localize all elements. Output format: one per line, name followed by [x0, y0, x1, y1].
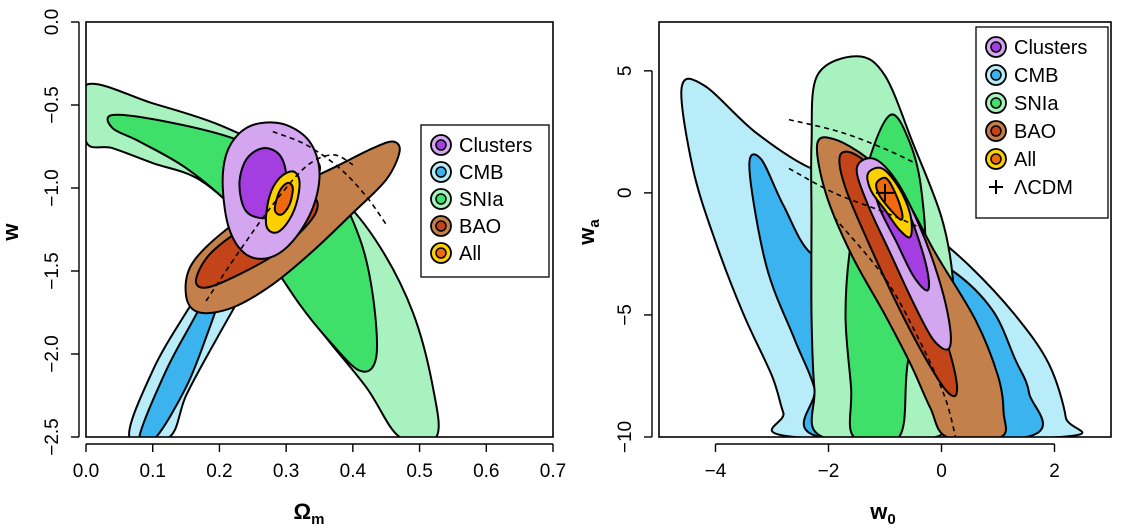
right-x-axis: −4 −2 0 2 [705, 443, 1060, 482]
left-dashed-lines [205, 130, 387, 302]
legend-label: ΛCDM [1014, 177, 1073, 199]
x-tick-label: 0.2 [206, 461, 232, 482]
legend-label: CMB [1014, 65, 1058, 87]
legend-label: Clusters [1014, 37, 1087, 59]
legend-swatch-inner [990, 69, 1002, 81]
legend-label: SNIa [459, 189, 504, 211]
right-dashed-lines [788, 118, 957, 437]
left-plot-frame [85, 21, 554, 438]
left-legend: Clusters CMB SNIa BAO All [420, 124, 550, 278]
x-tick-label: −2 [818, 461, 840, 482]
all-inner-contour [273, 181, 294, 216]
legend-swatch-inner [435, 220, 447, 232]
dashed-line-1 [205, 153, 354, 302]
y-tick-label: −10 [615, 421, 636, 453]
right-panel: −4 −2 0 2 −10 −5 0 5 w0 wa Clusters CMB SNIa BAO A… [574, 21, 1112, 528]
y-tick-label: −1.0 [42, 169, 63, 207]
y-tick-label: −2.0 [42, 335, 63, 373]
x-tick-label: 0.3 [273, 461, 299, 482]
right-y-axis: −10 −5 0 5 [615, 66, 653, 453]
right-y-axis-label: wa [574, 219, 603, 246]
legend-label: SNIa [1014, 93, 1059, 115]
x-tick-label: 0 [936, 461, 947, 482]
legend-swatch-inner [990, 153, 1002, 165]
legend-swatch-inner [435, 247, 447, 259]
left-panel: 0.0 0.1 0.2 0.3 0.4 0.5 0.6 0.7 −2.5 −2.0 −1.5 −1.… [0, 9, 566, 528]
dashed-line-0 [788, 118, 917, 165]
left-y-axis: −2.5 −2.0 −1.5 −1.0 −0.5 0.0 [42, 9, 80, 456]
legend-swatch-inner [435, 193, 447, 205]
x-tick-label: 0.7 [540, 461, 566, 482]
dashed-line-1 [788, 167, 920, 228]
legend-swatch-inner [990, 97, 1002, 109]
legend-label: CMB [459, 162, 503, 184]
legend-label: Clusters [459, 135, 532, 157]
left-x-axis-label: Ωm [294, 499, 325, 528]
legend-label: BAO [459, 216, 501, 238]
left-contour-layer [86, 82, 440, 437]
legend-label: BAO [1014, 121, 1056, 143]
right-legend: Clusters CMB SNIa BAO All ΛCDM [975, 26, 1109, 219]
right-plot-frame [658, 21, 1112, 438]
y-tick-label: −2.5 [42, 418, 63, 456]
y-tick-label: 0.0 [42, 9, 63, 35]
legend-swatch-inner [435, 166, 447, 178]
x-tick-label: 0.5 [406, 461, 432, 482]
lcdm-marker [876, 183, 894, 202]
y-tick-label: 0 [615, 188, 636, 199]
legend-swatch-inner [990, 41, 1002, 53]
x-tick-label: 0.1 [140, 461, 166, 482]
right-contour-layer [680, 55, 1084, 437]
left-y-axis-label: w [0, 223, 23, 242]
y-tick-label: −0.5 [42, 86, 63, 124]
y-tick-label: −1.5 [42, 252, 63, 290]
x-tick-label: 0.6 [473, 461, 499, 482]
y-tick-label: 5 [615, 66, 636, 77]
x-tick-label: 0.0 [73, 461, 99, 482]
y-tick-label: −5 [615, 304, 636, 326]
right-x-axis-label: w0 [869, 499, 895, 528]
legend-label: All [1014, 149, 1036, 171]
legend-swatch-inner [435, 139, 447, 151]
x-tick-label: 2 [1049, 461, 1060, 482]
all-inner-contour [875, 176, 904, 221]
legend-swatch-inner [990, 125, 1002, 137]
dashed-line-0 [272, 130, 387, 225]
left-x-axis: 0.0 0.1 0.2 0.3 0.4 0.5 0.6 0.7 [73, 443, 566, 482]
x-tick-label: 0.4 [340, 461, 367, 482]
x-tick-label: −4 [705, 461, 727, 482]
legend-label: All [459, 243, 481, 265]
